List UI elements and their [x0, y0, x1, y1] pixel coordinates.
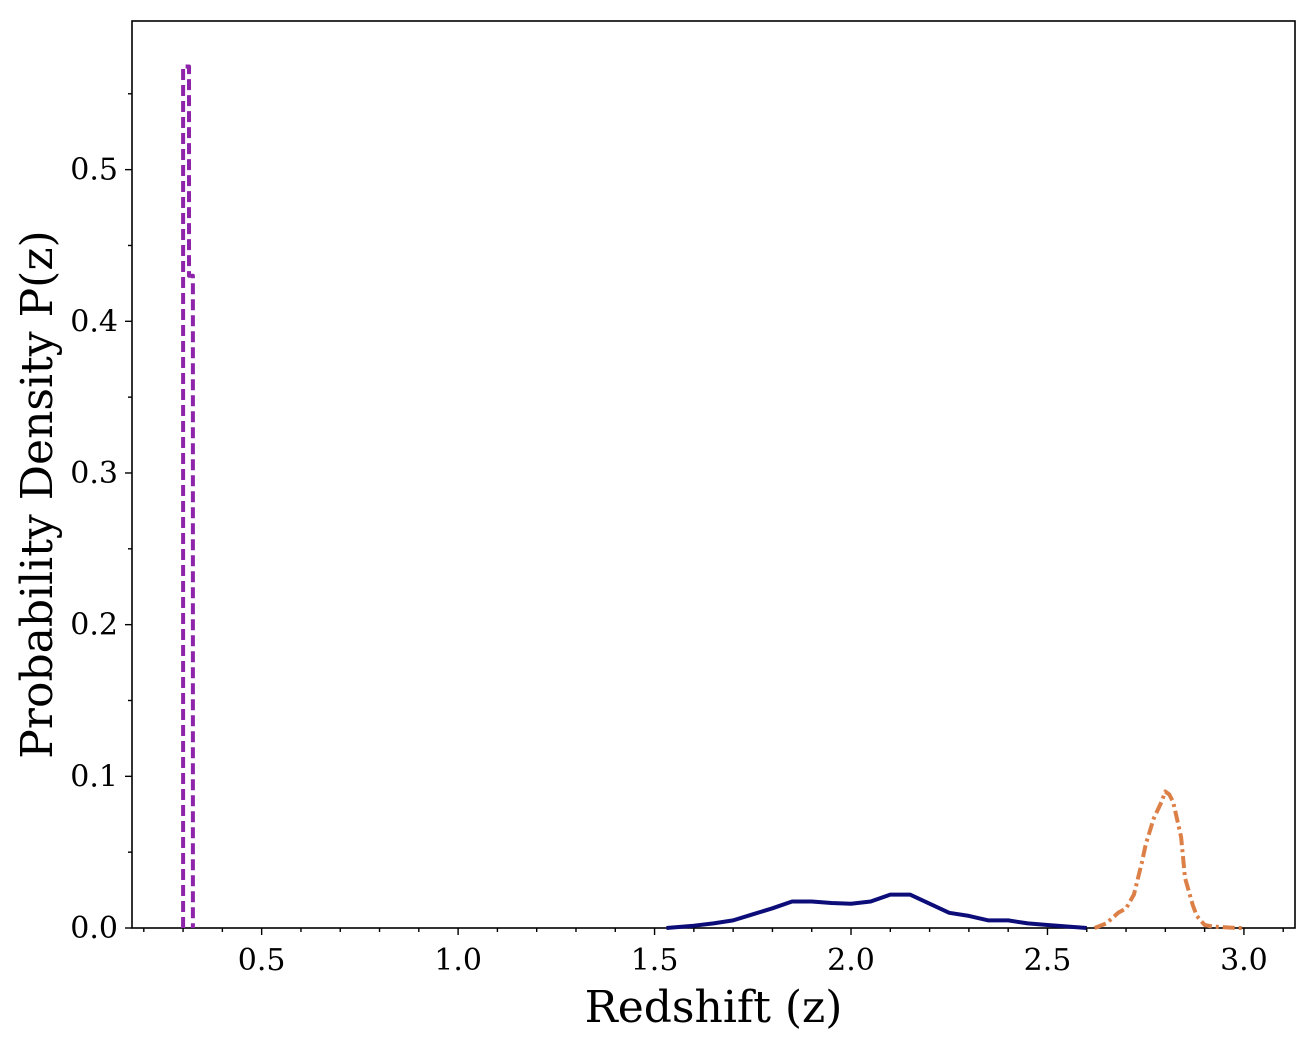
x-tick-label: 1.0 — [434, 943, 482, 978]
series-line-purple-dashed — [181, 64, 195, 928]
y-tick-label: 0.2 — [70, 608, 118, 643]
y-tick-label: 0.3 — [70, 456, 118, 491]
x-tick-label: 3.0 — [1220, 943, 1268, 978]
x-axis-ticks: 0.5 1.0 1.5 2.0 2.5 3.0 — [143, 928, 1284, 978]
series-line-navy-solid — [666, 892, 1087, 930]
y-axis-ticks: 0.0 0.1 0.2 0.3 0.4 0.5 — [70, 93, 132, 946]
x-axis-label: Redshift (z) — [585, 982, 843, 1033]
x-tick-label: 2.0 — [827, 943, 875, 978]
x-tick-label: 1.5 — [631, 943, 679, 978]
series-layer — [181, 64, 1244, 930]
axes-frame — [131, 20, 1296, 929]
y-tick-label: 0.1 — [70, 759, 118, 794]
x-tick-label: 2.5 — [1024, 943, 1072, 978]
x-tick-label: 0.5 — [238, 943, 286, 978]
y-tick-label: 0.5 — [70, 153, 118, 188]
plot-area: 0.5 1.0 1.5 2.0 2.5 3.0 0.0 0.1 0.2 0.3 0.4 0.5 — [70, 20, 1296, 978]
y-axis-label: Probability Density P(z) — [12, 230, 63, 758]
y-tick-label: 0.4 — [70, 304, 118, 339]
y-tick-label: 0.0 — [70, 911, 118, 946]
series-line-orange-dashdot — [1093, 789, 1244, 930]
